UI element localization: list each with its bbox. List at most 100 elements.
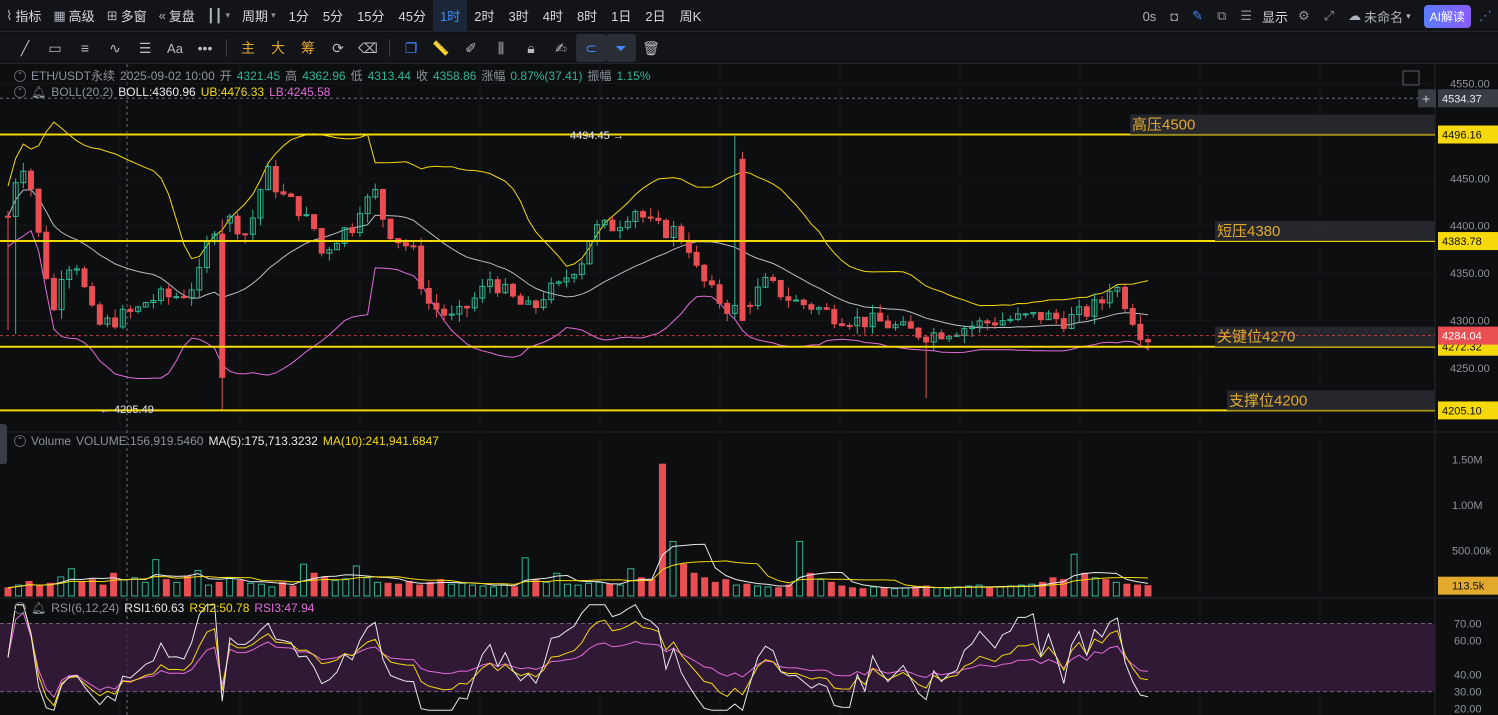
candle-body [494,279,501,294]
low-label: 低 [350,69,363,83]
close-label: 收 [415,69,428,83]
filter-icon[interactable]: ⏷ [606,34,636,62]
sync-icon[interactable]: ⟳ [332,39,344,56]
timeframe-tab[interactable]: 45分 [398,9,426,24]
candle-body [724,302,731,314]
volume-bar [1017,584,1025,597]
trash-icon[interactable]: 🗑︎ [642,39,660,56]
more-icon[interactable]: ••• [197,40,213,56]
timeframe-tab[interactable]: 1分 [288,9,309,24]
volume-bar [162,579,170,597]
replay-button[interactable]: «复盘 [153,0,201,32]
candle-body [1145,339,1151,343]
timeframe-tab[interactable]: 5分 [322,9,344,24]
share-icon[interactable]: ⋰ [1479,8,1492,23]
candle-body [655,217,662,221]
volume-value: VOLUME:156,919.5460 [76,434,204,448]
display-button[interactable]: 显示 [1262,9,1289,25]
eraser-icon[interactable]: ⌫ [358,39,378,56]
cloud-layout-dropdown[interactable]: ☁ 未命名 ▾ [1341,0,1418,32]
candle-body [854,316,861,327]
share-window-icon[interactable]: ⧉ [1217,8,1227,23]
candle-body [188,289,195,299]
volume-bar [194,570,202,597]
bell-icon[interactable]: 🔔︎ [31,85,47,99]
symbol-label: ETH/USDT永续 [31,69,116,83]
fibonacci-icon[interactable]: ☰ [138,39,152,56]
candle-type-dropdown[interactable]: ┃┃ ▾ [201,0,236,32]
parallel-lines-icon[interactable]: ≡ [80,40,90,56]
bar-compare-icon[interactable]: ⫼ [497,39,505,56]
timeframe-tab[interactable]: 8时 [576,9,598,24]
candle-body [662,219,669,238]
volume-tick-label: 500.00k [1452,546,1492,558]
volume-bar [352,565,360,597]
gear-icon[interactable]: ⚙ [1298,8,1310,23]
camera-icon[interactable]: ◘ [1170,8,1179,24]
bell-icon[interactable]: 🔔︎ [31,601,47,615]
collapse-icon[interactable]: ⌃ [14,69,26,82]
multi-window-button[interactable]: ⊞ 多窗 [101,0,153,32]
candle-body [831,308,838,325]
price-tick-label: 4450.00 [1450,173,1490,185]
candle-body [158,288,165,301]
volume-bar [278,581,286,597]
indicators-button[interactable]: ⌇ 指标 [0,0,47,32]
layout-name: 未命名 [1364,9,1404,25]
fullscreen-icon[interactable]: ⤢ [1323,8,1335,23]
rsi2-line [7,604,1149,707]
brush-icon[interactable]: ✐ [465,39,477,56]
candle-body [1037,311,1044,321]
timeframe-tab[interactable]: 4时 [542,9,563,24]
volume-bar [986,587,994,597]
collapse-icon[interactable]: ⌃ [14,86,26,98]
ruler-icon[interactable]: 📏 [432,39,450,56]
pen-icon[interactable]: ✎ [1192,8,1204,23]
ai-interpret-button[interactable]: AI解读 [1423,4,1471,28]
collapse-icon[interactable]: ⌃ [14,435,26,447]
high-label: 高 [285,69,298,83]
trend-line-icon[interactable]: ╱ [20,39,30,56]
candle-body [165,288,172,298]
timeframe-tab[interactable]: 3时 [508,9,529,24]
timeframe-tab[interactable]: 1日 [611,9,632,24]
magnet-icon[interactable]: ⊂ [576,34,606,62]
main-chart-icon[interactable]: 主 [241,40,255,56]
timeframe-tab[interactable]: 15分 [357,9,385,24]
volume-bar [553,572,561,597]
candle-body [20,170,27,184]
candle-body [173,296,180,299]
candle-body [372,189,379,198]
price-chart[interactable]: 4250.004300.004350.004400.004450.004500.… [0,64,1498,715]
volume-ma10-line [7,560,1149,589]
text-icon[interactable]: Aa [167,40,183,56]
wave-icon[interactable]: ∿ [109,39,121,56]
candle-body [89,286,96,306]
candle-body [1137,323,1144,341]
volume-bar [912,586,920,597]
timeframe-tab[interactable]: 1时 [433,0,468,32]
rectangle-icon[interactable]: ▭ [48,39,62,56]
candle-body [441,308,448,316]
chips-icon[interactable]: 筹 [301,40,315,56]
boll-ub-value: UB:4476.33 [200,85,265,99]
candle-body [326,249,333,254]
timeframe-tab[interactable]: 周K [679,9,702,24]
edit-doc-icon[interactable]: ✍ [555,39,567,56]
price-tick-label: 4550.00 [1450,78,1490,90]
candle-body [58,279,65,311]
open-value: 4321.45 [236,68,281,83]
period-dropdown[interactable]: 周期 ▾ [236,0,282,32]
list-icon[interactable]: ☰ [1240,8,1253,23]
level-label-box [1227,390,1435,411]
sidebar-toggle[interactable] [0,424,7,464]
timeframe-tab[interactable]: 2时 [474,9,495,24]
timeframe-tab[interactable]: 2日 [645,9,666,24]
copy-icon[interactable]: ❐ [404,39,418,56]
volume-bar [701,577,709,597]
lock-icon[interactable]: 🔒︎ [527,39,535,56]
collapse-icon[interactable]: ⌃ [14,602,26,614]
large-order-icon[interactable]: 大 [271,40,285,56]
advanced-button[interactable]: ▦ 高级 [47,0,100,32]
level-label: 短压4380 [1217,223,1280,240]
